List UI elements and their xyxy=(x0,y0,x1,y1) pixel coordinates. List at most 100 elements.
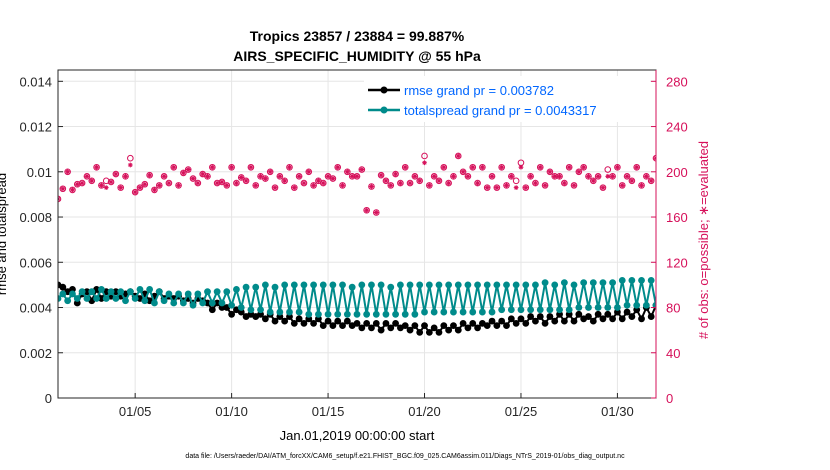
y2-tick-label: 160 xyxy=(666,210,688,225)
data-point xyxy=(194,290,202,298)
data-point xyxy=(329,281,337,289)
obs-evaluated-point xyxy=(407,180,413,186)
data-point xyxy=(454,281,462,289)
data-point xyxy=(647,313,655,320)
obs-evaluated-point xyxy=(489,173,495,179)
data-point xyxy=(450,308,457,316)
obs-possible-point xyxy=(614,163,621,171)
data-point xyxy=(575,310,583,318)
data-point xyxy=(536,306,544,314)
obs-possible-point xyxy=(430,173,438,180)
data-point xyxy=(310,319,317,327)
data-point xyxy=(594,310,602,318)
obs-evaluated-point xyxy=(70,187,75,193)
data-point xyxy=(589,317,597,325)
y-axis-ticks: 0 0.002 0.004 0.006 0.008 0.01 0.012 0.014 xyxy=(19,74,63,406)
obs-possible-point xyxy=(102,177,110,185)
obs-possible-point xyxy=(204,173,211,180)
obs-possible-point xyxy=(233,179,240,187)
data-point xyxy=(261,315,269,323)
data-point xyxy=(512,319,520,327)
data-point xyxy=(498,317,506,325)
obs-possible-point xyxy=(469,163,477,171)
obs-possible-point xyxy=(83,173,91,180)
obs-evaluated-point xyxy=(118,185,124,191)
data-point xyxy=(58,295,62,302)
data-point xyxy=(609,315,616,323)
obs-evaluated-point xyxy=(243,178,249,184)
obs-evaluated-point xyxy=(615,164,620,170)
data-point xyxy=(532,317,539,325)
data-point xyxy=(102,295,110,302)
obs-possible-point xyxy=(180,169,187,177)
obs-evaluated-point xyxy=(344,169,350,175)
data-point xyxy=(459,319,467,327)
data-point xyxy=(136,286,144,293)
x-tick-label: 01/30 xyxy=(601,404,634,419)
obs-evaluated-point xyxy=(180,170,186,176)
data-point xyxy=(565,306,573,314)
data-point xyxy=(237,304,245,311)
data-point xyxy=(310,281,317,289)
y-tick-label: 0.006 xyxy=(19,255,52,270)
obs-evaluated-point xyxy=(639,182,644,188)
obs-evaluated-point xyxy=(364,207,370,213)
obs-possible-point xyxy=(310,182,317,189)
obs-evaluated-point xyxy=(465,173,471,179)
data-point xyxy=(358,281,366,289)
obs-possible-point xyxy=(64,168,71,176)
obs-possible-point xyxy=(421,152,428,160)
obs-possible-point xyxy=(209,163,216,171)
obs-evaluated-point xyxy=(518,164,524,170)
data-point xyxy=(382,319,390,327)
obs-possible-point xyxy=(117,184,124,191)
data-point xyxy=(599,279,607,287)
obs-evaluated-point xyxy=(147,172,153,178)
obs-evaluated-point xyxy=(224,182,230,188)
obs-evaluated-point xyxy=(479,164,485,170)
obs-evaluated-point xyxy=(137,185,143,191)
data-point xyxy=(493,322,501,330)
data-point xyxy=(599,315,607,323)
x-tick-label: 01/20 xyxy=(408,404,441,419)
obs-possible-point xyxy=(570,182,578,189)
obs-evaluated-point xyxy=(504,182,509,188)
data-point xyxy=(387,324,395,332)
data-point xyxy=(78,288,86,296)
data-point xyxy=(522,319,530,327)
x-tick-label: 01/15 xyxy=(312,404,345,419)
obs-evaluated-point xyxy=(330,176,336,181)
data-point xyxy=(358,324,366,332)
data-point xyxy=(416,281,424,289)
obs-possible-point xyxy=(107,178,115,186)
obs-evaluated-point xyxy=(282,178,288,184)
data-point xyxy=(503,322,510,330)
obs-evaluated-point xyxy=(253,182,259,188)
data-point xyxy=(527,313,535,320)
legend-label-rmse: rmse grand pr = 0.003782 xyxy=(404,83,554,98)
data-point xyxy=(228,301,236,309)
obs-possible-point xyxy=(368,183,375,190)
obs-possible-point xyxy=(459,168,467,176)
obs-evaluated-point xyxy=(576,169,582,175)
data-point xyxy=(69,290,76,298)
obs-evaluated-point xyxy=(533,180,538,186)
obs-evaluated-point xyxy=(475,180,480,186)
data-point xyxy=(556,306,563,314)
obs-evaluated-point xyxy=(234,180,239,186)
data-point xyxy=(609,279,616,287)
data-point xyxy=(435,281,443,289)
x-axis-ticks: 01/05 01/10 01/15 01/20 01/25 01/30 xyxy=(119,393,634,419)
y2-axis-label: # of obs: o=possible; ∗=evaluated xyxy=(696,141,711,339)
series-2 xyxy=(58,152,656,216)
obs-possible-point xyxy=(464,173,472,180)
obs-evaluated-point xyxy=(581,164,587,170)
data-point xyxy=(377,326,385,334)
data-point xyxy=(425,281,433,289)
data-point xyxy=(59,290,67,298)
obs-possible-point xyxy=(160,173,168,180)
data-point xyxy=(445,281,453,289)
obs-evaluated-point xyxy=(152,187,157,193)
obs-possible-point xyxy=(633,163,641,171)
chart-subtitle: AIRS_SPECIFIC_HUMIDITY @ 55 hPa xyxy=(233,48,481,64)
